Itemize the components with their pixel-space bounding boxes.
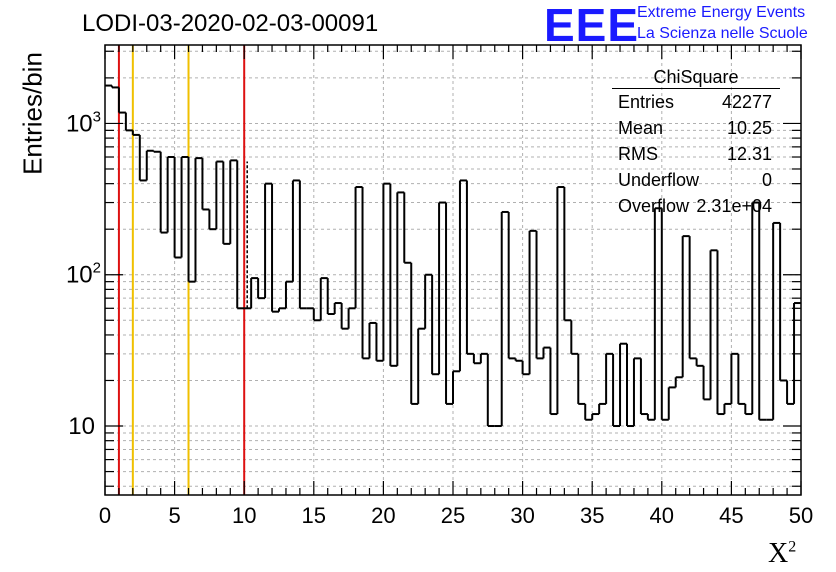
x-tick-label: 50 <box>789 503 813 528</box>
logo-text-line2: La Scienza nelle Scuole <box>637 25 808 42</box>
x-tick-label: 30 <box>510 503 534 528</box>
x-tick-label: 35 <box>580 503 604 528</box>
x-axis-label-base: X <box>768 538 789 569</box>
y-tick-label: 102 <box>66 260 101 289</box>
stats-value: 2.31e+04 <box>696 196 772 216</box>
x-tick-label: 25 <box>441 503 465 528</box>
stats-row-mean: Mean 10.25 <box>610 115 780 141</box>
y-tick-label: 103 <box>66 108 101 137</box>
stats-key: Overflow <box>618 196 690 216</box>
y-tick-label: 10 <box>68 413 95 440</box>
stats-row-entries: Entries 42277 <box>610 89 780 115</box>
x-tick-label: 0 <box>99 503 111 528</box>
x-tick-label: 15 <box>302 503 326 528</box>
x-tick-label: 45 <box>719 503 743 528</box>
stats-box: ChiSquare Entries 42277 Mean 10.25 RMS 1… <box>610 66 780 219</box>
x-tick-label: 20 <box>371 503 395 528</box>
stats-value: 12.31 <box>726 144 772 164</box>
x-tick-label: 40 <box>650 503 674 528</box>
histogram-bins <box>105 84 801 428</box>
x-axis-label: X2 <box>768 538 796 570</box>
stats-row-rms: RMS 12.31 <box>610 141 780 167</box>
stats-key: Mean <box>618 118 664 138</box>
x-tick-label: 10 <box>232 503 256 528</box>
stats-box-name: ChiSquare <box>612 66 780 89</box>
plot-title: LODI-03-2020-02-03-00091 <box>82 10 379 37</box>
stats-value: 10.25 <box>726 118 772 138</box>
stats-key: Entries <box>618 92 675 112</box>
stats-row-overflow: Overflow 2.31e+04 <box>610 193 780 219</box>
stats-key: RMS <box>618 144 658 164</box>
stats-value: 0 <box>761 170 772 190</box>
stats-key: Underflow <box>618 170 700 190</box>
stats-row-underflow: Underflow 0 <box>610 167 780 193</box>
x-tick-label: 5 <box>168 503 180 528</box>
eee-logo: EEE <box>544 0 640 51</box>
stats-value: 42277 <box>721 92 772 112</box>
x-axis-label-sup: 2 <box>788 538 797 556</box>
logo-text-line1: Extreme Energy Events <box>637 4 806 21</box>
y-axis-label: Entries/bin <box>17 52 48 175</box>
